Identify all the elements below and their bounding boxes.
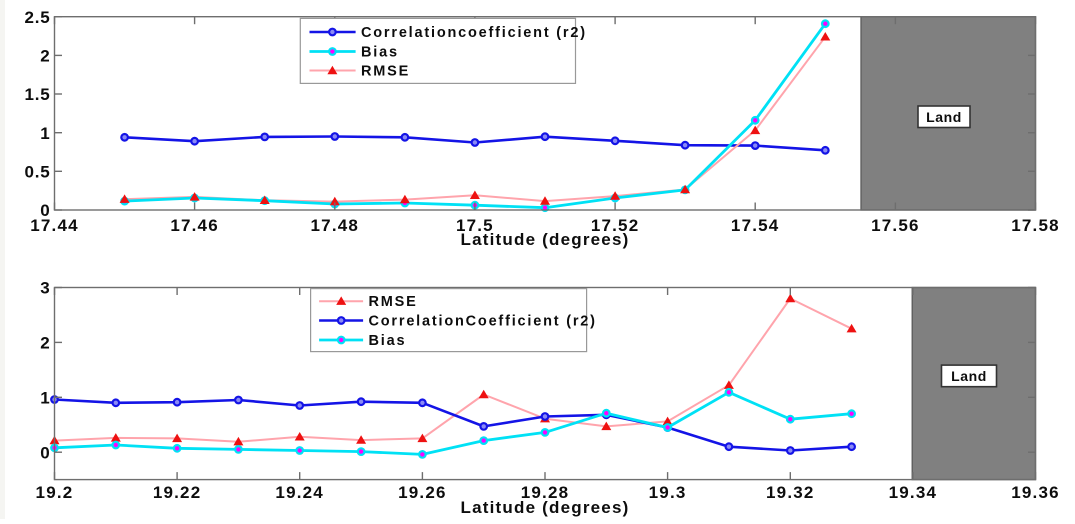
svg-text:19.2: 19.2 [36, 483, 74, 502]
svg-text:19.32: 19.32 [766, 483, 815, 502]
svg-text:17.48: 17.48 [311, 216, 360, 235]
svg-text:0: 0 [40, 201, 50, 220]
svg-text:0: 0 [40, 443, 50, 462]
svg-text:19.36: 19.36 [1011, 483, 1060, 502]
svg-text:17.5: 17.5 [456, 216, 494, 235]
svg-text:2: 2 [40, 334, 50, 353]
svg-text:Bias: Bias [361, 45, 399, 61]
svg-text:Bias: Bias [369, 333, 407, 349]
svg-text:Land: Land [951, 368, 987, 384]
svg-text:1: 1 [40, 388, 50, 407]
svg-text:19.28: 19.28 [521, 483, 570, 502]
svg-text:Correlationcoefficient (r2): Correlationcoefficient (r2) [361, 25, 587, 41]
svg-text:19.24: 19.24 [275, 483, 324, 502]
svg-text:19.26: 19.26 [398, 483, 447, 502]
svg-text:1.5: 1.5 [24, 85, 50, 104]
svg-text:Latitude (degrees): Latitude (degrees) [461, 230, 630, 249]
svg-text:RMSE: RMSE [361, 64, 410, 80]
svg-text:17.52: 17.52 [591, 216, 640, 235]
svg-text:19.22: 19.22 [153, 483, 202, 502]
svg-text:17.58: 17.58 [1011, 216, 1060, 235]
svg-text:3: 3 [40, 279, 50, 298]
svg-text:Land: Land [926, 109, 962, 125]
svg-text:2.5: 2.5 [24, 8, 50, 27]
svg-text:17.44: 17.44 [30, 216, 79, 235]
svg-text:17.54: 17.54 [731, 216, 780, 235]
svg-text:Latitude (degrees): Latitude (degrees) [461, 498, 630, 517]
svg-text:17.56: 17.56 [871, 216, 920, 235]
svg-text:2: 2 [40, 47, 50, 66]
svg-text:RMSE: RMSE [369, 294, 418, 310]
svg-text:1: 1 [40, 124, 50, 143]
svg-text:CorrelationCoefficient (r2): CorrelationCoefficient (r2) [369, 314, 597, 330]
svg-text:19.3: 19.3 [649, 483, 687, 502]
svg-text:0.5: 0.5 [24, 162, 50, 181]
svg-text:19.34: 19.34 [889, 483, 938, 502]
svg-text:17.46: 17.46 [170, 216, 219, 235]
